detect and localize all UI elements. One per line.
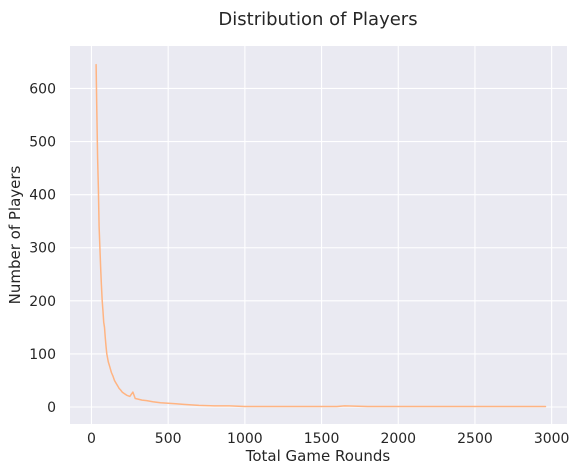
x-tick-label: 0: [87, 431, 96, 447]
y-tick-label: 500: [29, 135, 56, 151]
y-tick-label: 100: [29, 347, 56, 363]
x-tick-labels: 0 500 1000 1500 2000 2500 3000: [87, 431, 569, 447]
x-axis-label: Total Game Rounds: [245, 447, 391, 465]
grid-lines: [70, 46, 567, 424]
series-layer: [95, 63, 547, 408]
y-tick-label: 200: [29, 294, 56, 310]
x-tick-label: 1000: [227, 431, 263, 447]
series-line: [95, 63, 547, 408]
y-tick-label: 300: [29, 241, 56, 257]
x-tick-label: 500: [155, 431, 182, 447]
y-axis-label: Number of Players: [6, 165, 24, 304]
x-tick-label: 2500: [457, 431, 493, 447]
y-tick-label: 0: [47, 400, 56, 416]
y-tick-label: 400: [29, 188, 56, 204]
y-tick-label: 600: [29, 81, 56, 97]
x-tick-label: 3000: [534, 431, 570, 447]
plot-area: [70, 46, 567, 424]
x-tick-label: 2000: [380, 431, 416, 447]
chart-title: Distribution of Players: [218, 9, 417, 30]
y-tick-labels: 0 100 200 300 400 500 600: [29, 81, 56, 416]
x-tick-label: 1500: [304, 431, 340, 447]
